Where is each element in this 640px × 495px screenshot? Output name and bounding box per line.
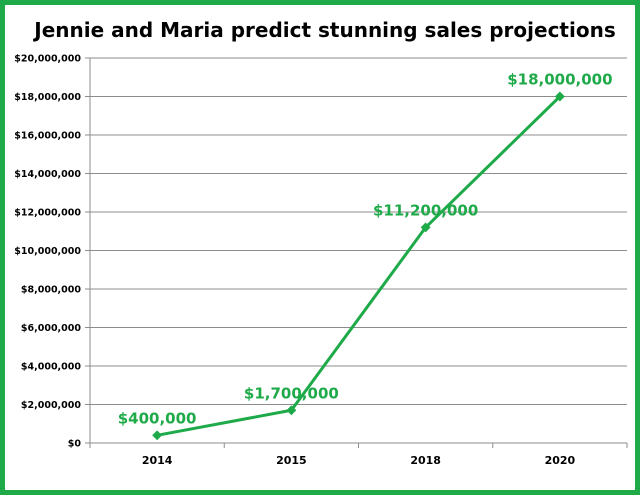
data-label: $11,200,000	[373, 201, 478, 219]
data-point-marker	[554, 91, 565, 102]
y-tick-label: $2,000,000	[21, 400, 81, 411]
y-tick-label: $8,000,000	[21, 285, 81, 296]
axes	[85, 57, 628, 448]
y-tick-label: $18,000,000	[14, 92, 81, 103]
y-tick-label: $14,000,000	[14, 169, 81, 180]
data-point-marker	[152, 430, 163, 441]
series-line	[152, 91, 565, 441]
data-label: $18,000,000	[507, 71, 612, 89]
data-point-marker	[286, 405, 297, 416]
y-tick-label: $20,000,000	[14, 54, 81, 65]
y-tick-label: $6,000,000	[21, 323, 81, 334]
series-line-path	[156, 95, 561, 437]
data-labels: $400,000 $1,700,000 $11,200,000 $18,000,000	[118, 71, 613, 428]
y-tick-label: $12,000,000	[14, 208, 81, 219]
y-tick-label: $0	[68, 439, 82, 450]
y-tick-label: $4,000,000	[21, 362, 81, 373]
x-category-label: 2018	[410, 454, 441, 467]
y-tick-label: $10,000,000	[14, 246, 81, 257]
data-label: $1,700,000	[244, 384, 339, 402]
x-category-label: 2020	[545, 454, 576, 467]
data-label: $400,000	[118, 409, 197, 427]
data-point-marker	[420, 222, 431, 233]
chart-title: Jennie and Maria predict stunning sales …	[34, 18, 616, 42]
y-axis-tick-labels: $0 $2,000,000 $4,000,000 $6,000,000 $8,000,0…	[14, 54, 81, 450]
y-tick-label: $16,000,000	[14, 131, 81, 142]
x-category-label: 2014	[142, 454, 173, 467]
x-category-label: 2015	[276, 454, 307, 467]
x-axis-category-labels: 2014 2015 2018 2020	[142, 454, 576, 467]
gridlines	[90, 57, 627, 405]
